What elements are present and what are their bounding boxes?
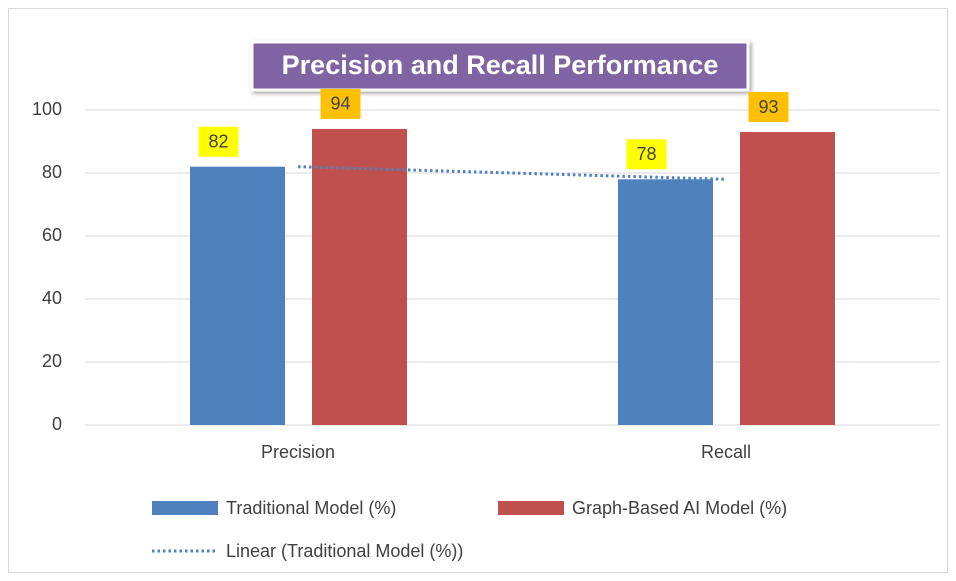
data-label: 93 bbox=[758, 97, 778, 117]
data-labels: 82 78 94 93 bbox=[198, 88, 789, 170]
bar bbox=[740, 132, 835, 426]
data-label: 94 bbox=[330, 94, 350, 114]
y-tick-label: 100 bbox=[32, 99, 62, 119]
chart-title: Precision and Recall Performance bbox=[282, 50, 719, 80]
legend-label: Traditional Model (%) bbox=[226, 498, 396, 518]
x-tick-label: Recall bbox=[701, 442, 751, 462]
data-label-box bbox=[748, 92, 789, 123]
y-tick-label: 0 bbox=[52, 414, 62, 434]
plot-area: 0 20 40 60 80 100 Precision Recall Traditional M… bbox=[32, 99, 940, 561]
data-label: 82 bbox=[208, 131, 228, 151]
legend-label: Graph-Based AI Model (%) bbox=[572, 498, 787, 518]
bar bbox=[618, 179, 713, 425]
legend-swatch bbox=[498, 501, 564, 515]
bar bbox=[312, 128, 407, 425]
y-tick-label: 20 bbox=[42, 351, 62, 371]
data-label-box bbox=[320, 88, 361, 119]
x-tick-label: Precision bbox=[261, 442, 335, 462]
title-box bbox=[250, 40, 750, 92]
data-label-box bbox=[626, 139, 667, 170]
bar bbox=[190, 166, 285, 425]
y-tick-label: 60 bbox=[42, 225, 62, 245]
data-label-box bbox=[198, 126, 239, 157]
y-tick-label: 40 bbox=[42, 288, 62, 308]
y-tick-label: 80 bbox=[42, 162, 62, 182]
legend-swatch bbox=[152, 501, 218, 515]
data-label: 78 bbox=[636, 144, 656, 164]
legend-label: Linear (Traditional Model (%)) bbox=[226, 541, 463, 561]
